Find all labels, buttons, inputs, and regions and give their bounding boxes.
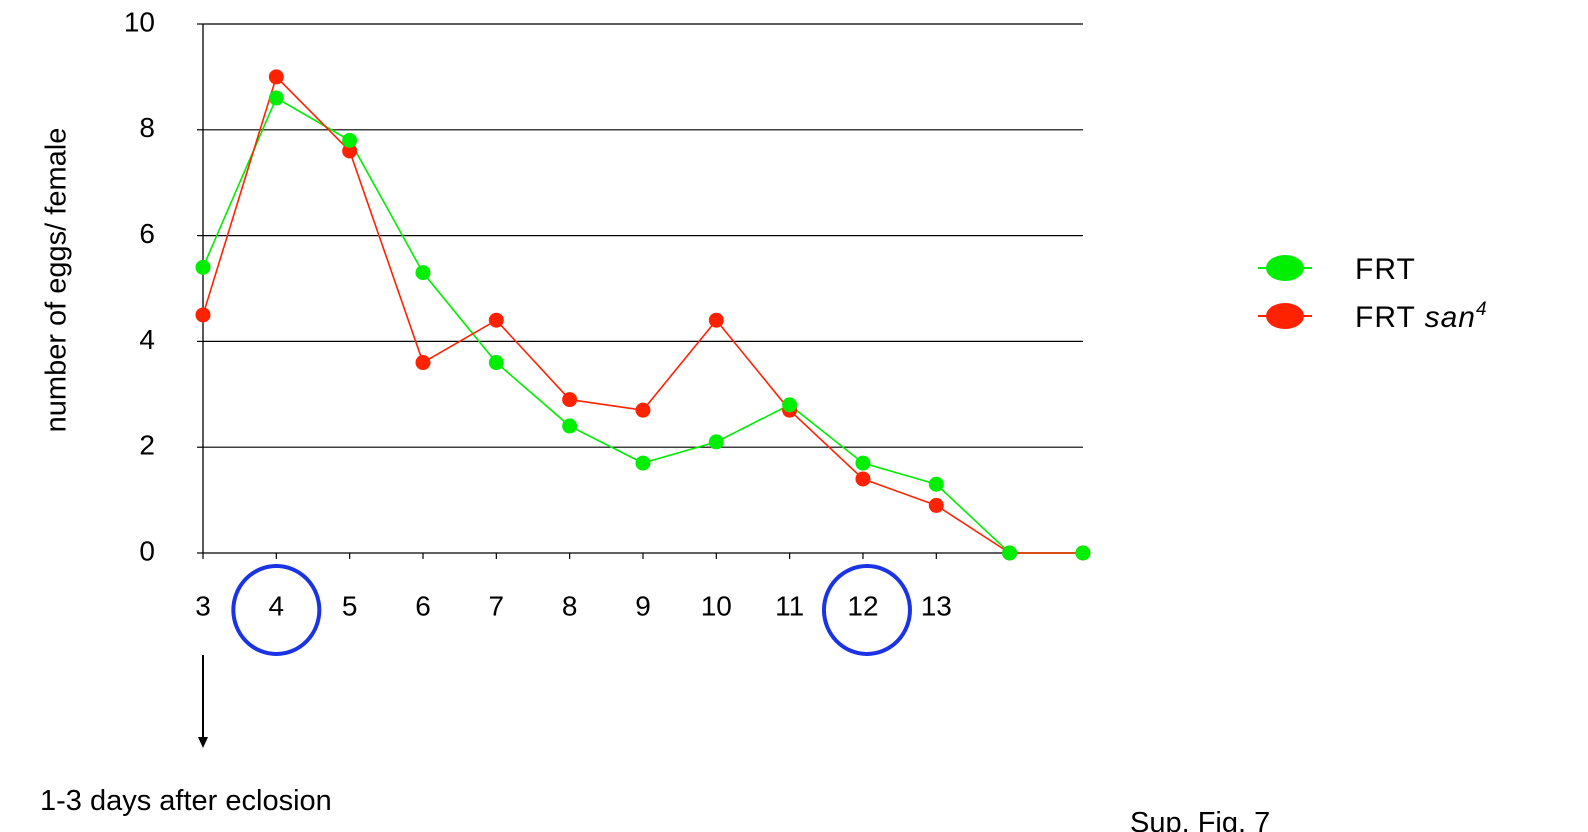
x-tick-label: 13 xyxy=(921,590,952,621)
legend-label-0: FRT xyxy=(1355,253,1416,286)
series-line-1 xyxy=(202,75,1083,554)
series-line-0 xyxy=(202,96,1083,554)
axes xyxy=(202,24,1083,554)
tick-highlight-circle xyxy=(821,564,912,656)
series-point-0 xyxy=(782,397,798,413)
series-point-0 xyxy=(928,476,944,492)
series-point-0 xyxy=(488,355,504,371)
x-tick-label: 11 xyxy=(775,590,804,621)
y-tick-label: 8 xyxy=(139,112,155,143)
x-tick-label: 10 xyxy=(701,590,732,621)
legend-marker-0 xyxy=(1266,255,1304,281)
series-point-0 xyxy=(195,259,211,275)
y-tick-label: 4 xyxy=(139,324,155,355)
series-point-1 xyxy=(342,143,358,159)
x-tick-label: 7 xyxy=(489,590,505,621)
y-axis-title: number of eggs/ female xyxy=(41,128,73,433)
series-point-0 xyxy=(342,132,358,148)
y-tick-label: 2 xyxy=(139,430,155,461)
y-tick-label: 0 xyxy=(139,535,155,566)
series-point-0 xyxy=(562,418,578,434)
x-tick-label: 9 xyxy=(635,590,651,621)
series-point-1 xyxy=(488,312,504,328)
y-tick-label: 6 xyxy=(139,218,155,249)
series-point-0 xyxy=(1002,545,1018,561)
series-point-1 xyxy=(928,497,944,513)
annotation-text: 1-3 days after eclosion xyxy=(40,785,332,817)
x-tick-label: 12 xyxy=(847,590,878,621)
annotation-arrow-head xyxy=(198,737,208,748)
series-points xyxy=(195,69,1091,561)
grid-lines xyxy=(203,23,1083,448)
x-tick-label: 4 xyxy=(269,590,285,621)
x-tick-labels: 3 4 5 6 7 8 9 10 11 12 13 xyxy=(195,553,1084,621)
series-point-1 xyxy=(268,69,284,85)
y-tick-labels: 0 2 4 6 8 10 xyxy=(124,6,203,566)
series-point-0 xyxy=(268,90,284,106)
x-tick-label: 5 xyxy=(342,590,358,621)
series-point-1 xyxy=(635,402,651,418)
series-point-0 xyxy=(635,455,651,471)
series-point-0 xyxy=(855,455,871,471)
series-lines xyxy=(202,75,1083,554)
series-point-1 xyxy=(562,392,578,408)
series-point-0 xyxy=(415,265,431,281)
figure-label: Sup. Fig. 7 xyxy=(1130,807,1270,832)
series-point-1 xyxy=(708,312,724,328)
series-point-1 xyxy=(855,471,871,487)
x-tick-label: 8 xyxy=(562,590,578,621)
legend-label-1: FRT san4 xyxy=(1355,299,1488,334)
tick-highlights xyxy=(231,564,912,656)
series-point-0 xyxy=(708,434,724,450)
tick-highlight-circle xyxy=(231,564,322,656)
eclosion-annotation: 1-3 days after eclosion xyxy=(40,655,332,817)
x-tick-label: 3 xyxy=(195,590,211,621)
legend-marker-1 xyxy=(1266,303,1304,329)
legend: FRT FRT san4 xyxy=(1258,253,1488,334)
x-tick-label: 6 xyxy=(415,590,431,621)
series-point-0 xyxy=(1075,545,1091,561)
series-point-1 xyxy=(195,307,211,323)
y-tick-label: 10 xyxy=(124,6,155,37)
series-point-1 xyxy=(415,355,431,371)
